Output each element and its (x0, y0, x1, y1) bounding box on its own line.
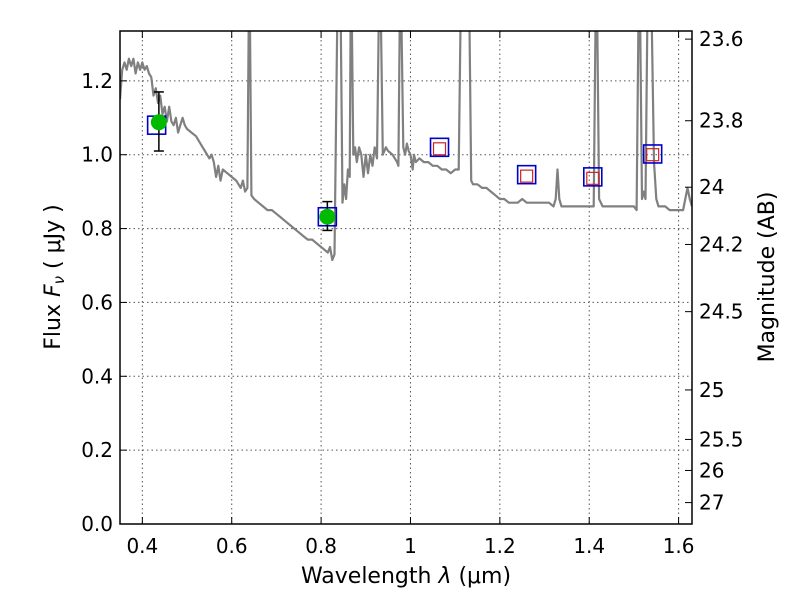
upper-limit-box (586, 171, 600, 185)
plot-frame (119, 30, 693, 525)
measured-box (582, 167, 603, 187)
y-tick-label: 1.0 (81, 143, 113, 167)
y2-tick-label: 25 (699, 378, 724, 402)
markers (146, 91, 663, 232)
y2-tick-label: 24 (699, 175, 724, 199)
ticks: 0.4 0.6 0.8 1 1.2 1.4 1.6 0.0 0.2 0.4 0.6 0.8 1.0 1.2… (81, 27, 743, 558)
y2-tick-label: 23.8 (699, 109, 744, 133)
plot-area (120, 31, 692, 262)
x-tick-label: 0.4 (126, 534, 158, 558)
y2-tick-label: 24.5 (699, 300, 744, 324)
detection-point (150, 114, 167, 131)
y2-tick-label: 25.5 (699, 427, 744, 451)
upper-limit-box (646, 148, 660, 162)
y2-tick-label: 23.6 (699, 27, 744, 51)
measured-box (516, 164, 537, 185)
x-tick-label: 0.8 (305, 534, 337, 558)
model-spectrum-line (120, 31, 692, 262)
y2-tick-label: 26 (699, 458, 724, 482)
y-tick-label: 0.0 (81, 512, 113, 536)
detection-point (319, 208, 336, 225)
x-tick-label: 1.2 (484, 534, 516, 558)
y2-tick-label: 24.2 (699, 232, 744, 256)
y-tick-label: 0.2 (81, 438, 113, 462)
grid (120, 31, 692, 525)
measured-box (642, 144, 663, 164)
y-axis-label: Flux Fν ( μJy ) (41, 204, 68, 349)
x-tick-label: 1.4 (573, 534, 605, 558)
upper-limit-box (520, 169, 534, 183)
y-tick-label: 0.6 (81, 290, 113, 314)
x-axis-label: Wavelength λ (μm) (301, 564, 511, 589)
upper-limit-box (432, 142, 447, 156)
x-tick-label: 1.6 (663, 534, 695, 558)
y2-tick-label: 27 (699, 491, 724, 515)
y2-axis-label: Magnitude (AB) (755, 192, 780, 363)
y-tick-label: 0.4 (81, 364, 113, 388)
measured-box (429, 137, 450, 158)
y-tick-label: 0.8 (81, 217, 113, 241)
x-tick-label: 1 (404, 534, 417, 558)
y-tick-label: 1.2 (81, 69, 113, 93)
x-tick-label: 0.6 (216, 534, 248, 558)
